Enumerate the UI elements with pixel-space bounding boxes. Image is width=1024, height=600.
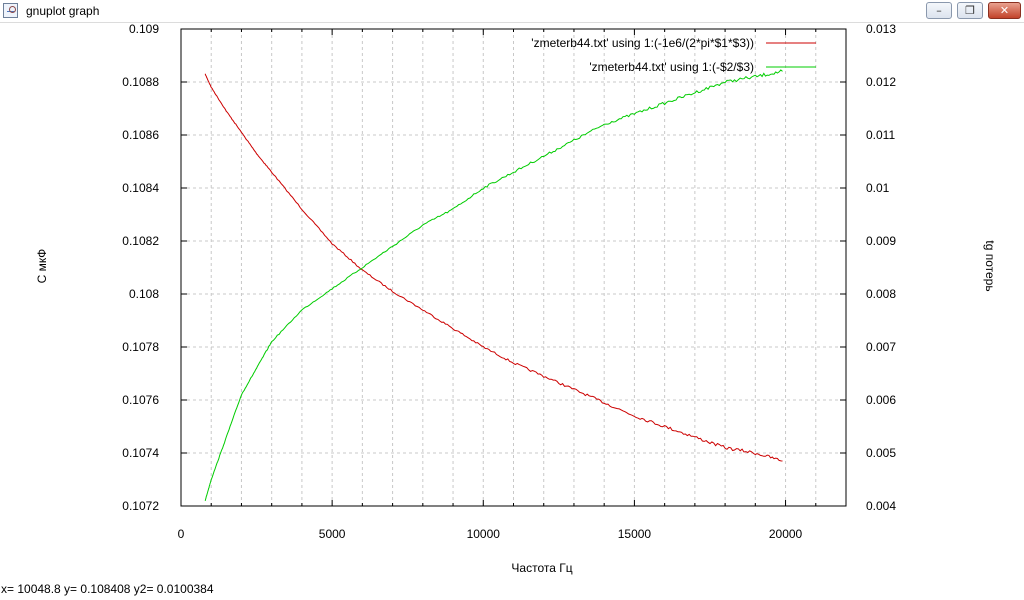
x-axis-label: Частота Гц <box>511 561 572 575</box>
y-tick-label: 0.1082 <box>122 234 159 248</box>
close-icon: ✕ <box>999 4 1010 17</box>
y-tick-label: 0.108 <box>129 287 159 301</box>
y2-tick-label: 0.011 <box>866 128 895 142</box>
y2-tick-label: 0.013 <box>866 22 896 36</box>
y2-tick-label: 0.007 <box>866 340 896 354</box>
legend-label: 'zmeterb44.txt' using 1:(-1e6/(2*pi*$1*$… <box>531 36 754 50</box>
plot-area[interactable]: 0.1072 0.1074 0.1076 0.1078 0.108 0.1082 0.108… <box>0 22 1024 582</box>
capacitance-series-line <box>204 73 783 462</box>
restore-button[interactable]: ❐ <box>957 2 983 19</box>
y2-axis-label: tg потерь <box>983 240 997 291</box>
data-series <box>204 69 783 502</box>
y2-tick-label: 0.01 <box>866 181 890 195</box>
x-tick-label: 10000 <box>467 527 501 541</box>
loss-tangent-series-line <box>204 69 783 502</box>
close-button[interactable]: ✕ <box>988 2 1021 19</box>
tick-labels: 0.1072 0.1074 0.1076 0.1078 0.108 0.1082 0.108… <box>122 22 896 541</box>
x-tick-label: 5000 <box>319 527 346 541</box>
y-tick-label: 0.1078 <box>122 340 159 354</box>
status-coordinates: x= 10048.8 y= 0.108408 y2= 0.0100384 <box>1 582 214 596</box>
y-tick-label: 0.1088 <box>122 75 159 89</box>
y2-tick-label: 0.004 <box>866 499 896 513</box>
ticks <box>181 28 846 507</box>
x-tick-label: 0 <box>178 527 185 541</box>
restore-icon: ❐ <box>965 4 975 17</box>
x-tick-label: 20000 <box>769 527 803 541</box>
y-axis-label: C мкФ <box>35 249 49 284</box>
window-title: gnuplot graph <box>26 4 100 18</box>
y2-tick-label: 0.005 <box>866 446 896 460</box>
minimize-icon: – <box>936 4 942 17</box>
y-tick-label: 0.1074 <box>122 446 159 460</box>
window-title-bar: gnuplot graph – ❐ ✕ <box>0 0 1024 23</box>
y-tick-label: 0.1084 <box>122 181 159 195</box>
grid <box>181 29 846 506</box>
minimize-button[interactable]: – <box>926 2 952 19</box>
y-tick-label: 0.1076 <box>122 393 159 407</box>
gnuplot-graph-icon[interactable] <box>3 3 18 18</box>
y-tick-label: 0.1072 <box>122 499 159 513</box>
y2-tick-label: 0.006 <box>866 393 896 407</box>
y-tick-label: 0.109 <box>129 22 159 36</box>
plot-border <box>180 28 847 507</box>
y2-tick-label: 0.009 <box>866 234 896 248</box>
y2-tick-label: 0.008 <box>866 287 896 301</box>
x-tick-label: 15000 <box>618 527 652 541</box>
legend: 'zmeterb44.txt' using 1:(-1e6/(2*pi*$1*$… <box>531 36 816 74</box>
y-tick-label: 0.1086 <box>122 128 159 142</box>
legend-label: 'zmeterb44.txt' using 1:(-$2/$3) <box>589 60 754 74</box>
y2-tick-label: 0.012 <box>866 75 896 89</box>
